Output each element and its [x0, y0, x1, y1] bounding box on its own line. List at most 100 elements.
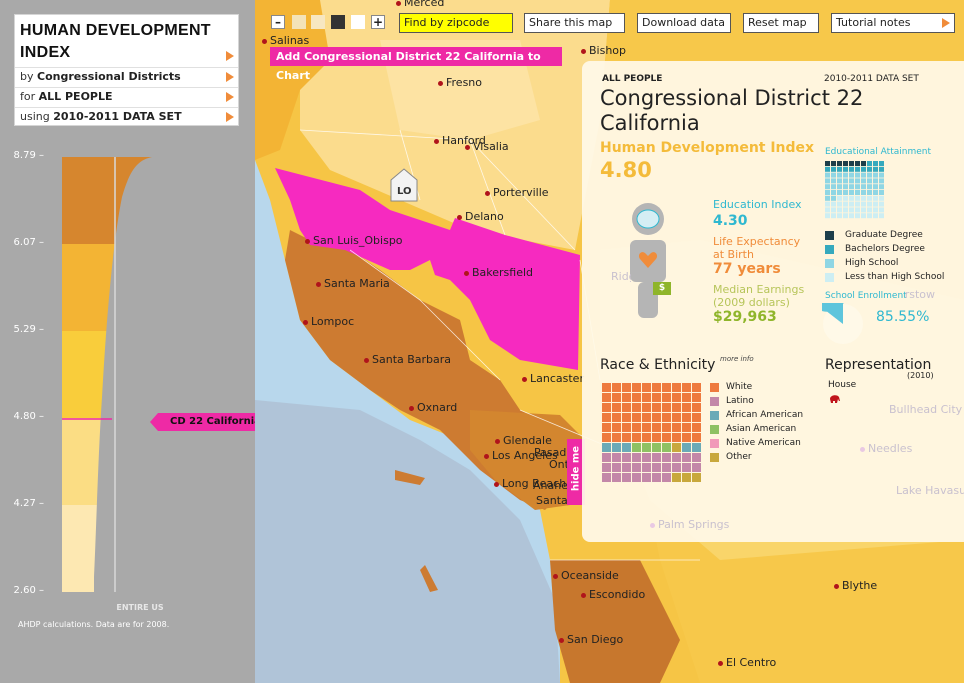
index-title[interactable]: HUMAN DEVELOPMENT INDEX [20, 22, 211, 61]
entire-us-label: ENTIRE US [116, 603, 164, 612]
city-label: Santa Barbara [363, 353, 452, 366]
race-cell [672, 433, 681, 442]
race-cell [612, 463, 621, 472]
ed-cell [855, 178, 860, 184]
ed-cell [861, 201, 866, 207]
city-label: Ontario [549, 458, 567, 471]
race-cell [682, 383, 691, 392]
city-label-faint: Barstow [905, 288, 935, 301]
tutorial-label: Tutorial notes [836, 16, 911, 29]
ed-cell [837, 172, 842, 178]
race-cell [642, 473, 651, 482]
zoom-level-current[interactable] [331, 15, 345, 29]
race-ethnicity-chart[interactable] [602, 383, 702, 483]
ed-cell [873, 201, 878, 207]
ed-cell [879, 195, 884, 201]
race-cell [662, 433, 671, 442]
brain-icon [636, 209, 660, 229]
geography-selector[interactable]: by Congressional Districts [15, 67, 238, 86]
race-cell [672, 383, 681, 392]
race-cell [662, 383, 671, 392]
ed-cell [855, 161, 860, 166]
ed-cell [843, 166, 848, 172]
share-map-button[interactable]: Share this map [524, 13, 625, 33]
zoom-in-button[interactable]: + [371, 15, 385, 29]
download-data-button[interactable]: Download data [637, 13, 731, 33]
dataset-value: 2010-2011 DATA SET [53, 110, 182, 123]
legend-label: Graduate Degree [845, 230, 923, 240]
ed-cell [855, 201, 860, 207]
school-enrollment-label: School Enrollment [825, 291, 907, 301]
ed-cell [879, 184, 884, 190]
legend-label: Asian American [726, 424, 797, 434]
ed-cell [825, 166, 830, 172]
race-cell [672, 443, 681, 452]
race-cell [622, 393, 631, 402]
dataset-label: 2010-2011 DATA SET [824, 74, 919, 84]
city-label-faint: Ridgecrest [611, 270, 631, 283]
by-label: by [20, 70, 34, 83]
race-cell [612, 453, 621, 462]
race-cell [632, 453, 641, 462]
person-indicator-icon [630, 203, 666, 318]
location-marker-icon[interactable]: LO [389, 168, 419, 202]
race-cell [642, 393, 651, 402]
more-info-link[interactable]: more info [720, 355, 754, 363]
ed-cell [831, 195, 836, 201]
race-cell [602, 453, 611, 462]
race-cell [602, 393, 611, 402]
race-cell [682, 403, 691, 412]
dataset-selector[interactable]: using 2010-2011 DATA SET [15, 107, 238, 126]
race-cell [652, 413, 661, 422]
ed-cell [879, 161, 884, 166]
ed-cell [843, 195, 848, 201]
ed-cell [831, 172, 836, 178]
enrollment-pie-chart[interactable] [822, 303, 864, 345]
ed-cell [843, 207, 848, 213]
ed-cell [867, 213, 872, 219]
zoom-out-button[interactable]: – [271, 15, 285, 29]
hide-panel-button[interactable]: hide me [567, 439, 585, 505]
legend-label: African American [726, 410, 804, 420]
ed-cell [879, 178, 884, 184]
zoom-level-2[interactable] [311, 15, 325, 29]
educational-attainment-chart[interactable] [825, 161, 885, 219]
ed-cell [825, 172, 830, 178]
legend-swatch [710, 425, 719, 434]
location-marker-label: LO [397, 186, 412, 197]
ed-cell [873, 166, 878, 172]
geography-arrow-icon[interactable] [226, 72, 234, 82]
race-cell [622, 423, 631, 432]
city-label: Lancaster [522, 372, 584, 385]
ed-cell [861, 166, 866, 172]
city-label: Anaheim [533, 479, 567, 492]
ed-cell [873, 178, 878, 184]
tutorial-notes-button[interactable]: Tutorial notes [831, 13, 955, 33]
city-label: Salinas [261, 34, 310, 47]
race-cell [682, 463, 691, 472]
zoom-level-4[interactable] [351, 15, 365, 29]
race-cell [602, 463, 611, 472]
district-info-panel: ALL PEOPLE 2010-2011 DATA SET Congressio… [582, 61, 964, 542]
hdi-distribution-chart[interactable] [62, 157, 152, 592]
ed-cell [861, 207, 866, 213]
index-selector: HUMAN DEVELOPMENT INDEX by Congressional… [14, 14, 239, 126]
title-arrow-icon[interactable] [226, 51, 234, 61]
zipcode-search-input[interactable]: Find by zipcode [399, 13, 513, 33]
population-arrow-icon[interactable] [226, 92, 234, 102]
ed-cell [867, 172, 872, 178]
reset-map-button[interactable]: Reset map [743, 13, 819, 33]
legend-swatch [825, 245, 834, 254]
zoom-level-1[interactable] [292, 15, 306, 29]
dataset-arrow-icon[interactable] [226, 112, 234, 122]
race-cell [642, 383, 651, 392]
race-cell [682, 453, 691, 462]
race-cell [682, 423, 691, 432]
race-cell [652, 403, 661, 412]
race-cell [692, 453, 701, 462]
ed-cell [855, 190, 860, 195]
ed-cell [861, 172, 866, 178]
play-icon [942, 18, 950, 28]
population-selector[interactable]: for ALL PEOPLE [15, 87, 238, 106]
add-to-chart-button[interactable]: Add Congressional District 22 California… [270, 47, 562, 82]
